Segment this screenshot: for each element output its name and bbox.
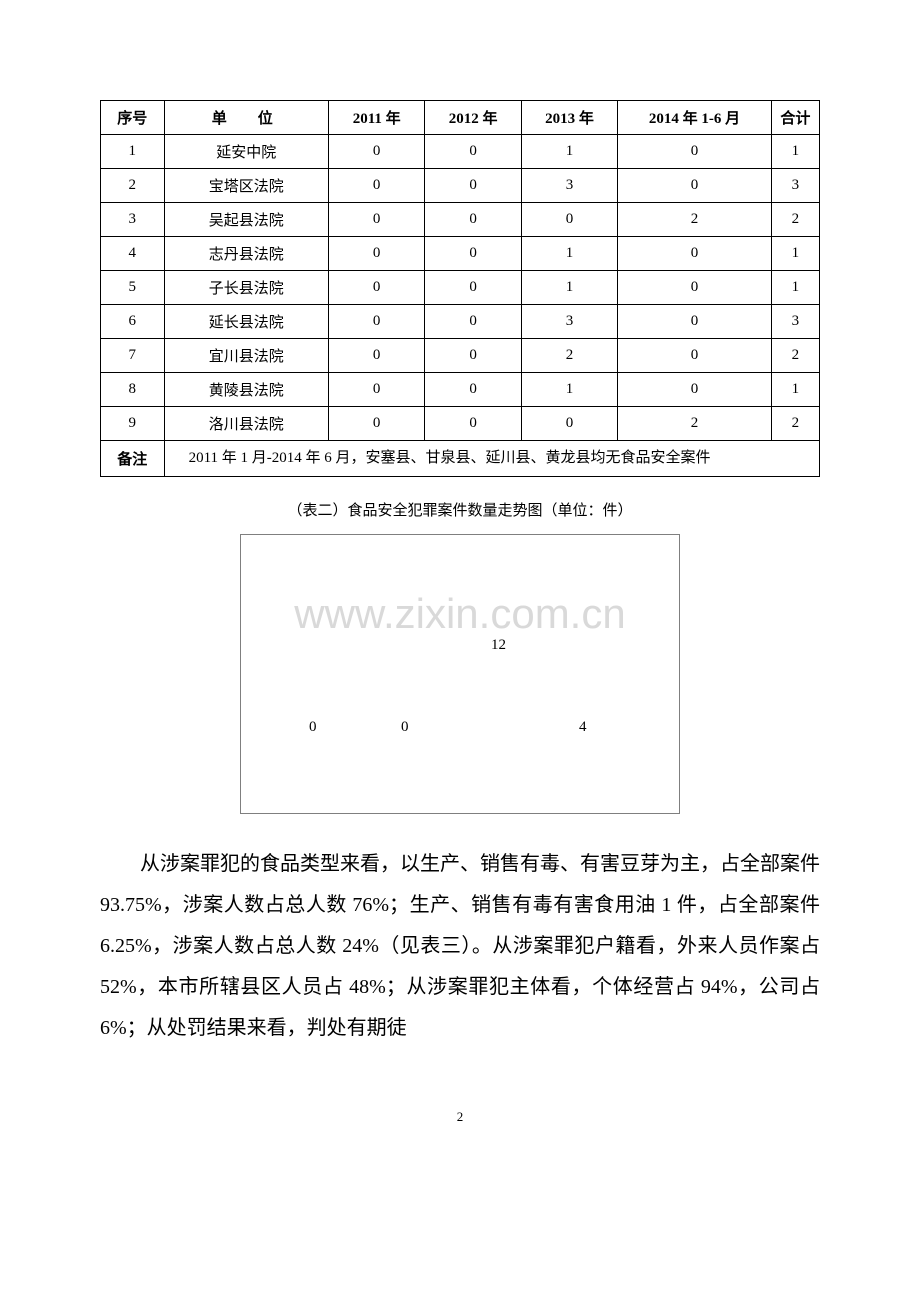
cell-y2011: 0 xyxy=(328,203,424,237)
cell-y2014: 0 xyxy=(618,305,771,339)
cell-y2012: 0 xyxy=(425,203,521,237)
cell-unit: 子长县法院 xyxy=(164,271,328,305)
table-row: 1延安中院00101 xyxy=(101,135,820,169)
cell-seq: 3 xyxy=(101,203,165,237)
trend-chart: 0 0 12 4 xyxy=(240,534,680,814)
chart-data-label: 0 xyxy=(401,719,409,736)
cell-seq: 8 xyxy=(101,373,165,407)
cell-y2014: 0 xyxy=(618,237,771,271)
cell-seq: 1 xyxy=(101,135,165,169)
cell-unit: 延长县法院 xyxy=(164,305,328,339)
note-label: 备注 xyxy=(101,441,165,477)
chart-data-label: 12 xyxy=(491,637,506,654)
cell-y2013: 1 xyxy=(521,135,617,169)
cell-y2013: 1 xyxy=(521,271,617,305)
cell-seq: 7 xyxy=(101,339,165,373)
table-row: 6延长县法院00303 xyxy=(101,305,820,339)
cell-y2012: 0 xyxy=(425,169,521,203)
cell-y2014: 0 xyxy=(618,373,771,407)
cell-y2013: 3 xyxy=(521,305,617,339)
chart-data-label: 0 xyxy=(309,719,317,736)
cell-y2013: 2 xyxy=(521,339,617,373)
col-total: 合计 xyxy=(771,101,819,135)
cell-total: 3 xyxy=(771,305,819,339)
col-unit: 单 位 xyxy=(164,101,328,135)
page-number: 2 xyxy=(100,1109,820,1125)
cell-unit: 宜川县法院 xyxy=(164,339,328,373)
table-row: 2宝塔区法院00303 xyxy=(101,169,820,203)
chart-title: （表二）食品安全犯罪案件数量走势图（单位：件） xyxy=(100,499,820,520)
cell-seq: 4 xyxy=(101,237,165,271)
note-text: 2011 年 1 月-2014 年 6 月，安塞县、甘泉县、延川县、黄龙县均无食… xyxy=(164,441,819,477)
cell-total: 1 xyxy=(771,237,819,271)
cell-y2012: 0 xyxy=(425,339,521,373)
cell-seq: 6 xyxy=(101,305,165,339)
cases-table: 序号 单 位 2011 年 2012 年 2013 年 2014 年 1-6 月… xyxy=(100,100,820,477)
body-paragraph: 从涉案罪犯的食品类型来看，以生产、销售有毒、有害豆芽为主，占全部案件 93.75… xyxy=(100,844,820,1049)
cell-y2014: 2 xyxy=(618,407,771,441)
cell-total: 1 xyxy=(771,135,819,169)
table-row: 7宜川县法院00202 xyxy=(101,339,820,373)
cell-unit: 宝塔区法院 xyxy=(164,169,328,203)
cell-seq: 2 xyxy=(101,169,165,203)
cell-y2013: 1 xyxy=(521,237,617,271)
table-row: 5子长县法院00101 xyxy=(101,271,820,305)
col-2011: 2011 年 xyxy=(328,101,424,135)
cell-total: 1 xyxy=(771,373,819,407)
cell-y2011: 0 xyxy=(328,135,424,169)
cell-total: 2 xyxy=(771,407,819,441)
cell-y2011: 0 xyxy=(328,237,424,271)
table-row: 9洛川县法院00022 xyxy=(101,407,820,441)
table-header-row: 序号 单 位 2011 年 2012 年 2013 年 2014 年 1-6 月… xyxy=(101,101,820,135)
chart-data-label: 4 xyxy=(579,719,587,736)
col-2014: 2014 年 1-6 月 xyxy=(618,101,771,135)
table-row: 3吴起县法院00022 xyxy=(101,203,820,237)
cell-unit: 黄陵县法院 xyxy=(164,373,328,407)
cell-y2011: 0 xyxy=(328,339,424,373)
cell-y2014: 0 xyxy=(618,271,771,305)
cell-y2014: 0 xyxy=(618,135,771,169)
cell-seq: 9 xyxy=(101,407,165,441)
table-row: 8黄陵县法院00101 xyxy=(101,373,820,407)
cell-y2011: 0 xyxy=(328,407,424,441)
cell-y2011: 0 xyxy=(328,271,424,305)
cell-y2011: 0 xyxy=(328,169,424,203)
table-row: 4志丹县法院00101 xyxy=(101,237,820,271)
cell-y2013: 0 xyxy=(521,203,617,237)
cell-y2011: 0 xyxy=(328,373,424,407)
cell-y2014: 0 xyxy=(618,169,771,203)
cell-total: 1 xyxy=(771,271,819,305)
cell-y2013: 3 xyxy=(521,169,617,203)
cell-y2014: 0 xyxy=(618,339,771,373)
cell-y2012: 0 xyxy=(425,135,521,169)
col-2013: 2013 年 xyxy=(521,101,617,135)
cell-total: 2 xyxy=(771,339,819,373)
cell-y2011: 0 xyxy=(328,305,424,339)
cell-y2014: 2 xyxy=(618,203,771,237)
cell-y2012: 0 xyxy=(425,237,521,271)
col-2012: 2012 年 xyxy=(425,101,521,135)
cell-y2012: 0 xyxy=(425,373,521,407)
cell-y2013: 1 xyxy=(521,373,617,407)
cell-unit: 吴起县法院 xyxy=(164,203,328,237)
table-body: 1延安中院001012宝塔区法院003033吴起县法院000224志丹县法院00… xyxy=(101,135,820,477)
cell-unit: 洛川县法院 xyxy=(164,407,328,441)
cell-y2012: 0 xyxy=(425,407,521,441)
cell-seq: 5 xyxy=(101,271,165,305)
cell-y2012: 0 xyxy=(425,305,521,339)
cell-unit: 延安中院 xyxy=(164,135,328,169)
col-seq: 序号 xyxy=(101,101,165,135)
cell-total: 3 xyxy=(771,169,819,203)
cell-total: 2 xyxy=(771,203,819,237)
cell-unit: 志丹县法院 xyxy=(164,237,328,271)
cell-y2013: 0 xyxy=(521,407,617,441)
table-note-row: 备注2011 年 1 月-2014 年 6 月，安塞县、甘泉县、延川县、黄龙县均… xyxy=(101,441,820,477)
cell-y2012: 0 xyxy=(425,271,521,305)
